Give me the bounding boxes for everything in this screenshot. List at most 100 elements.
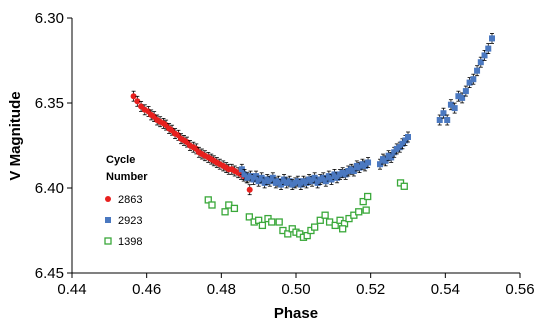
data-point [459, 94, 466, 101]
data-point [362, 162, 369, 169]
data-point [230, 204, 239, 213]
data-point [286, 178, 293, 185]
data-point [297, 181, 304, 188]
x-tick-label: 0.54 [431, 281, 460, 298]
data-point [221, 208, 229, 216]
data-point [391, 149, 398, 156]
series-1398 [204, 179, 408, 241]
data-point [320, 174, 327, 181]
data-point [253, 173, 260, 180]
y-axis-title-group: V Magnitude [7, 91, 24, 180]
data-point [477, 59, 484, 66]
legend-item: 2863 [105, 194, 142, 206]
x-axis-title: Phase [274, 305, 318, 322]
data-point [134, 98, 141, 105]
data-point [455, 93, 462, 100]
y-tick-label: 6.40 [35, 180, 64, 197]
data-point [130, 93, 137, 100]
x-tick-label: 0.50 [281, 281, 310, 298]
data-point [474, 67, 481, 74]
data-point [396, 144, 403, 151]
data-point [258, 174, 265, 181]
y-tick-label: 6.30 [35, 10, 64, 27]
legend-marker [105, 217, 111, 223]
data-point [462, 88, 469, 95]
data-point [339, 225, 347, 233]
y-axis-title: V Magnitude [7, 91, 24, 180]
data-point [355, 208, 363, 216]
data-point [342, 171, 349, 178]
legend-item: 1398 [104, 236, 142, 248]
data-point [258, 221, 267, 230]
data-point [364, 192, 372, 201]
data-point [325, 173, 332, 180]
data-point [246, 186, 253, 193]
data-point [269, 174, 276, 181]
legend-marker [105, 196, 111, 202]
data-point [284, 230, 292, 238]
data-point [294, 178, 301, 185]
legend-label: 1398 [118, 236, 142, 248]
data-point [266, 178, 273, 185]
data-point [255, 178, 262, 185]
plot-area: 0.44 0.46 0.48 0.50 0.52 0.54 0.56 6.30 6.35 6.40… [35, 10, 535, 298]
data-point [255, 216, 263, 224]
data-point [316, 216, 324, 224]
data-point [311, 223, 319, 231]
data-point [388, 154, 395, 161]
data-point [377, 161, 383, 168]
data-point [481, 52, 488, 59]
data-point [444, 117, 451, 123]
data-point [328, 176, 335, 183]
data-point [238, 166, 245, 173]
data-point [275, 178, 282, 185]
y-tick-label: 6.45 [35, 265, 64, 282]
data-point [365, 159, 372, 166]
data-point [399, 140, 406, 147]
x-tick-label: 0.56 [505, 281, 534, 298]
legend-title: Number [106, 171, 148, 183]
legend-item: 2923 [105, 215, 142, 227]
data-point [281, 176, 288, 183]
x-tick-label: 0.44 [57, 281, 86, 298]
x-tick-label: 0.52 [356, 281, 385, 298]
data-point [334, 174, 341, 181]
data-point [322, 178, 329, 185]
data-point [278, 181, 285, 188]
data-point [440, 110, 447, 117]
data-point [489, 35, 495, 42]
data-point [261, 179, 268, 186]
legend-marker [104, 237, 112, 245]
data-point [451, 105, 458, 112]
data-point [204, 196, 212, 204]
data-point [405, 134, 411, 140]
data-point [447, 101, 454, 108]
data-point [331, 171, 338, 178]
data-point [241, 171, 248, 178]
data-point [485, 45, 492, 52]
data-point [303, 179, 310, 186]
series-2863 [130, 90, 253, 196]
x-tick-label: 0.46 [132, 281, 161, 298]
data-point [470, 76, 477, 83]
data-point [466, 79, 473, 86]
data-point [350, 168, 357, 174]
data-point [382, 157, 389, 164]
data-point [208, 201, 216, 209]
data-point [275, 218, 283, 226]
legend-label: 2923 [118, 215, 142, 227]
data-point [356, 164, 363, 171]
data-point [247, 173, 254, 180]
data-point [309, 178, 316, 185]
data-point [245, 213, 253, 221]
data-point [303, 231, 311, 240]
data-point [362, 206, 370, 214]
data-point [402, 137, 409, 144]
data-point [314, 179, 321, 186]
legend-title: Cycle [106, 154, 135, 166]
data-point [359, 197, 367, 206]
data-point [321, 211, 329, 219]
data-point [250, 176, 257, 183]
data-point [311, 174, 318, 181]
